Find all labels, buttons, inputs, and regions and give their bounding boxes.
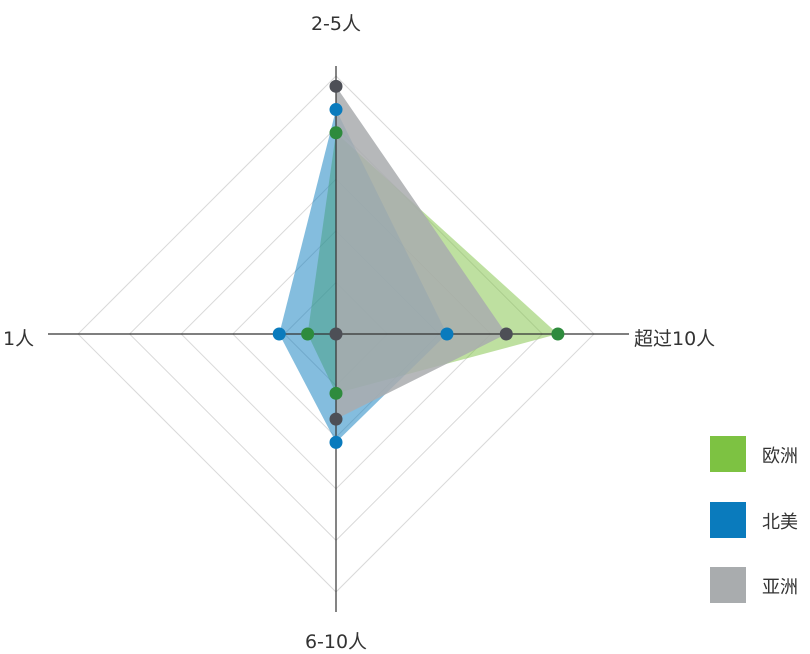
- axis-label-left: 1人: [3, 328, 34, 350]
- data-point-亚洲: [329, 327, 343, 341]
- data-point-北美: [329, 103, 343, 117]
- legend-label-asia: 亚洲: [762, 577, 798, 598]
- points-layer: [272, 79, 565, 449]
- data-point-北美: [272, 327, 286, 341]
- axis-labels: 2-5人 超过10人 6-10人 1人: [3, 13, 715, 653]
- data-point-亚洲: [499, 327, 513, 341]
- legend-swatch-north-america: [710, 502, 746, 538]
- data-point-欧洲: [329, 386, 343, 400]
- axis-label-bottom: 6-10人: [305, 631, 367, 653]
- series-layer: [279, 86, 558, 443]
- data-point-欧洲: [551, 327, 565, 341]
- legend-label-north-america: 北美: [762, 512, 798, 533]
- data-point-欧洲: [329, 126, 343, 140]
- data-point-亚洲: [329, 79, 343, 93]
- series-area-亚洲: [336, 86, 507, 420]
- data-point-欧洲: [301, 327, 315, 341]
- data-point-北美: [440, 327, 454, 341]
- axis-label-right: 超过10人: [634, 328, 715, 350]
- legend-swatch-europe: [710, 436, 746, 472]
- axis-label-top: 2-5人: [311, 13, 361, 35]
- legend-item-north-america: 北美: [710, 502, 810, 538]
- data-point-北美: [329, 435, 343, 449]
- legend-label-europe: 欧洲: [762, 446, 798, 467]
- data-point-亚洲: [329, 412, 343, 426]
- legend-item-asia: 亚洲: [710, 567, 810, 603]
- legend-item-europe: 欧洲: [710, 436, 810, 472]
- legend-swatch-asia: [710, 567, 746, 603]
